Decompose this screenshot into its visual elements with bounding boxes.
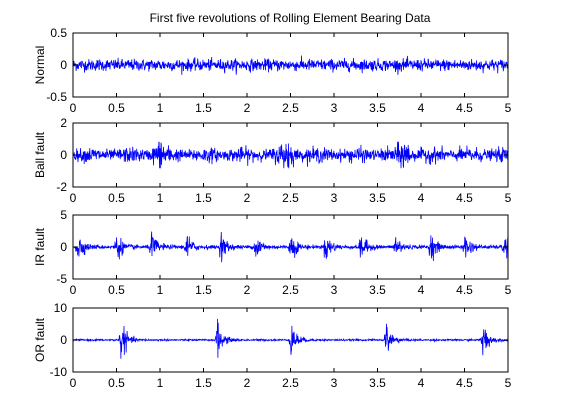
x-tick-label: 5	[505, 191, 512, 205]
x-tick-label: 4	[418, 376, 425, 390]
y-tick-label: 0	[60, 333, 67, 347]
x-tick-label: 0.5	[108, 191, 125, 205]
x-tick-label: 2	[244, 101, 251, 115]
y-tick-label: -10	[50, 365, 68, 379]
x-tick-label: 2.5	[282, 283, 299, 297]
x-tick-label: 1	[157, 101, 164, 115]
x-tick-label: 2.5	[282, 101, 299, 115]
y-tick-label: -0.5	[46, 90, 67, 104]
x-tick-label: 0	[70, 376, 77, 390]
x-tick-label: 1.5	[195, 283, 212, 297]
x-tick-label: 2	[244, 283, 251, 297]
x-tick-label: 4.5	[456, 191, 473, 205]
signal-line	[73, 231, 508, 263]
x-tick-label: 0	[70, 283, 77, 297]
y-axis-label: Normal	[33, 46, 47, 85]
x-tick-label: 5	[505, 376, 512, 390]
y-tick-label: -2	[56, 180, 67, 194]
y-tick-label: 5	[60, 208, 67, 222]
x-tick-label: 3	[331, 101, 338, 115]
x-tick-label: 1.5	[195, 101, 212, 115]
x-tick-label: 4.5	[456, 283, 473, 297]
signal-line	[73, 141, 508, 169]
x-tick-label: 2.5	[282, 191, 299, 205]
x-tick-label: 1	[157, 376, 164, 390]
x-tick-label: 4	[418, 283, 425, 297]
x-tick-label: 3.5	[369, 101, 386, 115]
y-tick-label: 0	[60, 240, 67, 254]
x-tick-label: 2	[244, 191, 251, 205]
x-tick-label: 0	[70, 101, 77, 115]
y-tick-label: -5	[56, 272, 67, 286]
x-tick-label: 4.5	[456, 101, 473, 115]
x-tick-label: 1.5	[195, 191, 212, 205]
x-tick-label: 4.5	[456, 376, 473, 390]
x-tick-label: 3	[331, 191, 338, 205]
x-tick-label: 1.5	[195, 376, 212, 390]
x-tick-label: 1	[157, 191, 164, 205]
x-tick-label: 5	[505, 101, 512, 115]
x-tick-label: 3.5	[369, 376, 386, 390]
x-tick-label: 4	[418, 191, 425, 205]
signal-line	[73, 318, 508, 359]
y-axis-label: Ball fault	[33, 131, 47, 178]
x-tick-label: 3.5	[369, 283, 386, 297]
x-tick-label: 3	[331, 283, 338, 297]
x-tick-label: 0	[70, 191, 77, 205]
x-tick-label: 0.5	[108, 283, 125, 297]
y-tick-label: 10	[54, 301, 68, 315]
x-tick-label: 3.5	[369, 191, 386, 205]
x-tick-label: 5	[505, 283, 512, 297]
x-tick-label: 0.5	[108, 101, 125, 115]
x-tick-label: 2	[244, 376, 251, 390]
x-tick-label: 4	[418, 101, 425, 115]
y-tick-label: 0	[60, 58, 67, 72]
y-tick-label: 2	[60, 116, 67, 130]
signal-line	[73, 55, 508, 75]
x-tick-label: 1	[157, 283, 164, 297]
x-tick-label: 3	[331, 376, 338, 390]
x-tick-label: 2.5	[282, 376, 299, 390]
y-tick-label: 0	[60, 148, 67, 162]
y-axis-label: IR fault	[33, 227, 47, 266]
figure-title: First five revolutions of Rolling Elemen…	[150, 11, 431, 25]
x-tick-label: 0.5	[108, 376, 125, 390]
y-tick-label: 0.5	[50, 26, 67, 40]
y-axis-label: OR fault	[33, 317, 47, 362]
